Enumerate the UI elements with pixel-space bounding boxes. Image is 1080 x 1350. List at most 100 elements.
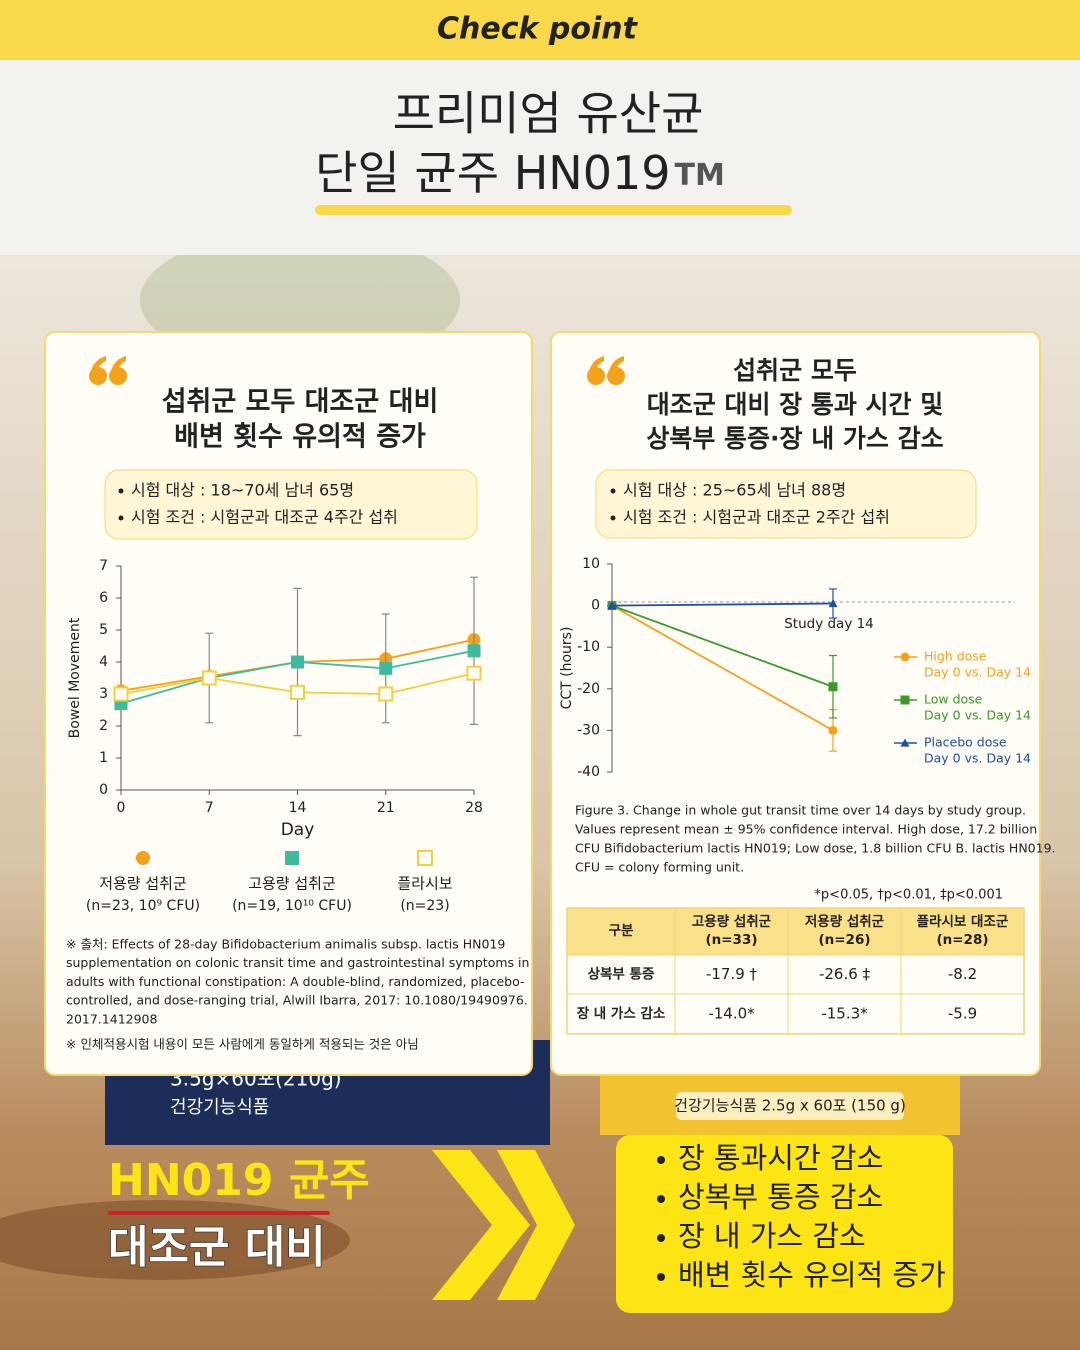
legend-sublabel: Day 0 vs. Day 14	[924, 751, 1031, 766]
card-heading: 대조군 대비 장 통과 시간 및	[647, 390, 944, 419]
legend-label: 저용량 섭취군	[99, 875, 187, 893]
versus-label: 대조군 대비	[108, 1222, 326, 1273]
info-bullet	[118, 515, 124, 521]
y-tick-label: 1	[99, 750, 108, 766]
marker	[607, 601, 617, 610]
marker	[378, 686, 394, 702]
info-line: 시험 조건 : 시험군과 대조군 2주간 섭취	[623, 508, 890, 527]
table-cell: 상복부 통증	[588, 967, 655, 983]
source-line: controlled, and dose-ranging trial, Alwi…	[66, 993, 528, 1008]
table-header-cell: 구분	[609, 923, 634, 939]
disclaimer: ※ 인체적용시험 내용이 모든 사람에게 동일하게 적용되는 것은 아님	[66, 1037, 419, 1052]
legend-marker	[900, 738, 910, 747]
legend-marker	[417, 850, 433, 866]
y-tick-label: -30	[577, 722, 600, 738]
spoon	[0, 1200, 350, 1280]
card-heading: 섭취군 모두 대조군 대비	[162, 387, 439, 418]
legend-sublabel: (n=19, 10¹⁰ CFU)	[232, 898, 352, 914]
table-cell: -8.2	[948, 965, 977, 983]
y-tick-label: -10	[577, 639, 600, 655]
y-tick-label: 10	[582, 556, 600, 572]
figure-caption: Figure 3. Change in whole gut transit ti…	[575, 803, 1026, 818]
info-line: 시험 대상 : 25~65세 남녀 88명	[623, 481, 846, 500]
table-header-cell: 저용량 섭취군	[805, 914, 885, 930]
header-panel	[0, 60, 1080, 255]
series-line	[611, 602, 834, 607]
trademark: TM	[675, 158, 725, 193]
title-line2: 단일 균주 HN019 TM	[315, 146, 725, 200]
figure-caption: CFU Bifidobacterium lactis HN019; Low do…	[575, 841, 1056, 856]
y-tick-label: 5	[99, 622, 108, 638]
strain-underline	[108, 1211, 330, 1215]
x-tick-label: 28	[465, 800, 483, 816]
annotation: Study day 14	[784, 616, 874, 632]
table-header-cell: 고용량 섭취군	[692, 914, 772, 930]
legend-marker	[136, 851, 150, 865]
y-tick-label: -40	[577, 764, 600, 780]
figure-caption: Values represent mean ± 95% confidence i…	[575, 822, 1037, 837]
summary-item: 장 통과시간 감소	[678, 1141, 883, 1175]
marker	[201, 670, 217, 686]
x-axis-label: Day	[281, 820, 315, 840]
series-line	[611, 604, 834, 732]
x-tick-label: 7	[205, 800, 214, 816]
table-cell: -14.0*	[708, 1005, 755, 1023]
marker	[291, 655, 304, 669]
table-cell: -26.6 ‡	[819, 965, 871, 983]
strain-label: HN019 균주	[108, 1155, 370, 1206]
marker	[290, 684, 305, 700]
badge-bar	[0, 0, 1080, 60]
source-line: 2017.1412908	[66, 1011, 158, 1026]
legend-label: Placebo dose	[924, 735, 1007, 750]
right-info-box	[595, 469, 977, 539]
legend-label: High dose	[924, 649, 987, 664]
box-right-plate	[676, 1092, 904, 1120]
info-line: 시험 대상 : 18~70세 남녀 65명	[131, 481, 354, 500]
y-axis-label: Bowel Movement	[67, 617, 83, 738]
card-heading: 상복부 통증·장 내 가스 감소	[646, 424, 943, 453]
legend-marker	[285, 851, 299, 865]
y-tick-label: 0	[591, 598, 600, 614]
y-tick-label: 2	[99, 718, 108, 734]
info-bullet	[118, 488, 124, 494]
legend-label: 플라시보	[397, 875, 452, 893]
summary-bullet	[657, 1234, 665, 1242]
table-cell: -5.9	[948, 1005, 977, 1023]
right-quote	[587, 356, 625, 385]
x-tick-label: 14	[289, 800, 307, 816]
left-info-box	[104, 469, 478, 540]
x-tick-label: 0	[117, 800, 126, 816]
card-heading: 배변 횟수 유의적 증가	[174, 422, 426, 453]
info-bullet	[610, 515, 616, 521]
summary-box	[616, 1135, 953, 1313]
source-line: ※ 출처: Effects of 28-day Bifidobacterium …	[66, 937, 505, 952]
box-right-label: 건강기능식품 2.5g x 60포 (150 g)	[674, 1097, 906, 1115]
summary-bullet	[657, 1156, 665, 1164]
table-cell: 장 내 가스 감소	[577, 1005, 666, 1022]
left-quote	[89, 356, 127, 385]
table-frame	[566, 907, 1025, 1035]
marker	[828, 682, 838, 692]
legend-sublabel: Day 0 vs. Day 14	[924, 665, 1031, 680]
x-tick-label: 21	[377, 800, 395, 816]
table-header-cell: (n=26)	[818, 932, 870, 948]
summary-item: 상복부 통증 감소	[678, 1180, 883, 1214]
marker	[113, 686, 129, 702]
table-header-bg	[567, 908, 1024, 955]
marker	[828, 725, 838, 735]
table-header-cell: (n=28)	[936, 932, 988, 948]
marker	[379, 661, 393, 675]
series-line	[611, 604, 834, 688]
legend-sublabel: (n=23)	[400, 898, 449, 914]
y-tick-label: -20	[577, 681, 600, 697]
card-heading: 섭취군 모두	[733, 356, 857, 385]
title-underline	[315, 205, 792, 215]
marker	[467, 644, 481, 658]
legend-sublabel: (n=23, 10⁹ CFU)	[86, 898, 200, 914]
title-line1: 프리미엄 유산균	[393, 87, 704, 141]
legend-label: Low dose	[924, 692, 983, 707]
figure-caption: CFU = colony forming unit.	[575, 860, 744, 875]
info-bullet	[610, 488, 616, 494]
source-line: adults with functional constipation: A d…	[66, 974, 524, 989]
